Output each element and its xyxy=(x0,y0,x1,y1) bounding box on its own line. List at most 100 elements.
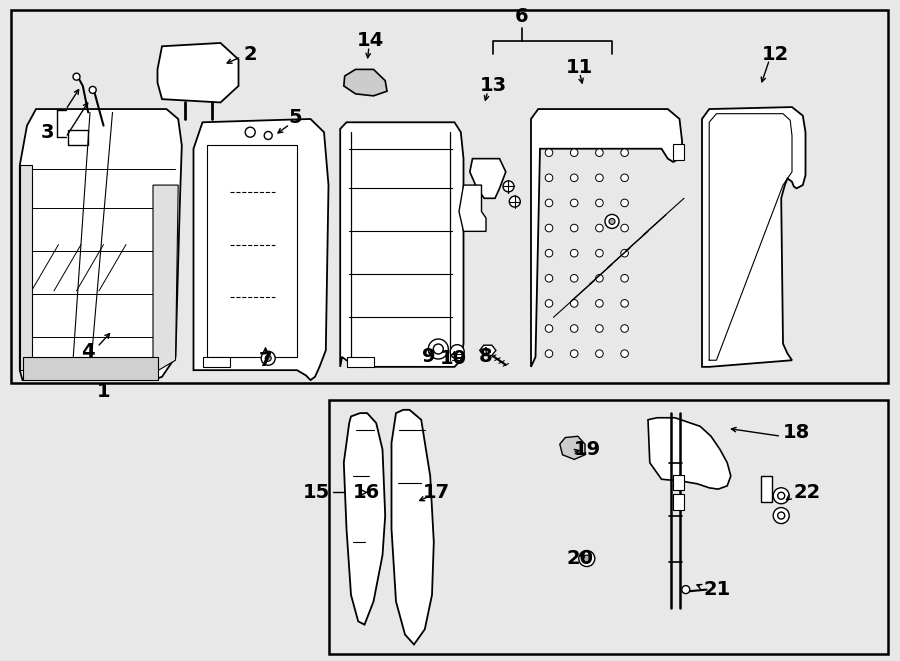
Circle shape xyxy=(571,174,578,182)
Circle shape xyxy=(621,249,628,257)
Polygon shape xyxy=(22,357,158,380)
Circle shape xyxy=(621,149,628,157)
Text: 13: 13 xyxy=(480,77,507,95)
Circle shape xyxy=(773,488,789,504)
Circle shape xyxy=(621,299,628,307)
Text: 21: 21 xyxy=(704,580,731,599)
Text: 6: 6 xyxy=(515,7,529,26)
Polygon shape xyxy=(673,144,684,160)
Circle shape xyxy=(596,274,603,282)
Circle shape xyxy=(545,299,553,307)
Circle shape xyxy=(545,274,553,282)
Circle shape xyxy=(596,199,603,207)
Circle shape xyxy=(621,224,628,232)
Text: 22: 22 xyxy=(794,483,821,502)
Circle shape xyxy=(583,555,590,562)
Text: 5: 5 xyxy=(288,108,302,127)
Circle shape xyxy=(545,199,553,207)
Circle shape xyxy=(773,508,789,524)
Text: 8: 8 xyxy=(479,348,493,366)
Circle shape xyxy=(428,339,448,359)
Circle shape xyxy=(778,512,785,519)
Circle shape xyxy=(73,73,80,80)
Circle shape xyxy=(509,196,520,207)
Text: 16: 16 xyxy=(353,483,380,502)
Text: 19: 19 xyxy=(574,440,601,459)
Circle shape xyxy=(621,274,628,282)
Polygon shape xyxy=(20,109,182,380)
Circle shape xyxy=(609,218,615,225)
Polygon shape xyxy=(346,357,374,367)
Circle shape xyxy=(545,350,553,358)
Circle shape xyxy=(621,199,628,207)
Circle shape xyxy=(545,174,553,182)
Circle shape xyxy=(545,224,553,232)
Circle shape xyxy=(596,299,603,307)
Circle shape xyxy=(265,132,272,139)
Polygon shape xyxy=(202,357,230,367)
Circle shape xyxy=(545,149,553,157)
Polygon shape xyxy=(760,476,772,502)
Circle shape xyxy=(605,214,619,229)
Circle shape xyxy=(571,350,578,358)
Polygon shape xyxy=(673,494,684,510)
Polygon shape xyxy=(340,122,464,367)
Polygon shape xyxy=(531,109,682,367)
Text: 12: 12 xyxy=(762,45,789,63)
Text: 10: 10 xyxy=(440,350,467,368)
Circle shape xyxy=(571,224,578,232)
Polygon shape xyxy=(20,165,32,370)
Circle shape xyxy=(433,344,444,354)
Circle shape xyxy=(571,325,578,332)
Circle shape xyxy=(596,224,603,232)
Text: 17: 17 xyxy=(423,483,450,502)
Polygon shape xyxy=(480,345,496,356)
Polygon shape xyxy=(392,410,434,644)
Polygon shape xyxy=(194,119,328,380)
Circle shape xyxy=(596,350,603,358)
Text: 7: 7 xyxy=(259,351,272,369)
Polygon shape xyxy=(153,185,178,373)
Circle shape xyxy=(579,551,595,566)
Circle shape xyxy=(266,355,271,362)
Circle shape xyxy=(682,586,689,594)
Circle shape xyxy=(245,127,256,137)
Circle shape xyxy=(545,249,553,257)
Circle shape xyxy=(571,299,578,307)
Text: 2: 2 xyxy=(243,45,257,63)
Circle shape xyxy=(621,350,628,358)
Polygon shape xyxy=(648,418,731,489)
Polygon shape xyxy=(344,413,385,625)
Circle shape xyxy=(596,174,603,182)
Circle shape xyxy=(571,199,578,207)
Text: 9: 9 xyxy=(421,348,436,366)
Polygon shape xyxy=(560,436,585,459)
Text: 11: 11 xyxy=(566,58,593,77)
Text: 15: 15 xyxy=(303,483,330,502)
Polygon shape xyxy=(673,475,684,490)
Text: 3: 3 xyxy=(40,123,54,141)
Circle shape xyxy=(89,87,96,93)
Polygon shape xyxy=(702,107,806,367)
Polygon shape xyxy=(344,69,387,96)
Text: 20: 20 xyxy=(566,549,593,568)
Circle shape xyxy=(596,249,603,257)
Polygon shape xyxy=(459,185,486,231)
Circle shape xyxy=(778,492,785,499)
Text: 1: 1 xyxy=(96,382,111,401)
Circle shape xyxy=(503,181,514,192)
Polygon shape xyxy=(158,43,239,102)
Circle shape xyxy=(596,149,603,157)
Circle shape xyxy=(261,351,275,366)
Circle shape xyxy=(621,174,628,182)
Circle shape xyxy=(596,325,603,332)
Bar xyxy=(11,10,888,383)
Text: 18: 18 xyxy=(783,424,810,442)
Bar xyxy=(328,400,888,654)
Circle shape xyxy=(571,149,578,157)
Circle shape xyxy=(450,344,464,359)
Polygon shape xyxy=(470,159,506,198)
Circle shape xyxy=(621,325,628,332)
Circle shape xyxy=(545,325,553,332)
Circle shape xyxy=(571,249,578,257)
